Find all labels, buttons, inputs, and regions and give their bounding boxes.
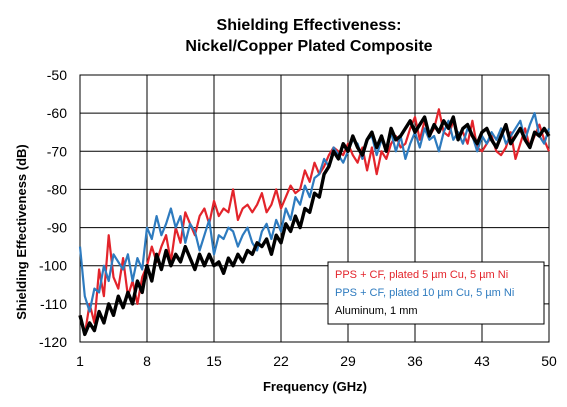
x-tick-label: 43 [474,353,490,369]
x-tick-label: 36 [407,353,423,369]
plot-area-frame [79,74,550,343]
legend-entry-aluminum: Aluminum, 1 mm [335,305,418,317]
series-line-aluminum [78,115,551,337]
x-axis-tick-labels: 1 8 15 22 29 36 43 50 [76,353,557,369]
x-axis-label: Frequency (GHz) [263,379,367,394]
y-tick-label: -110 [40,296,67,312]
x-tick-label: 29 [340,353,356,369]
legend: PPS + CF, plated 5 µm Cu, 5 µm Ni PPS + … [327,261,545,325]
series-lines [78,108,551,337]
legend-box [327,261,545,325]
x-tick-label: 1 [76,353,84,369]
x-tick-label: 15 [206,353,222,369]
x-tick-label: 22 [273,353,289,369]
y-tick-label: -70 [47,143,67,159]
y-axis-label: Shielding Effectiveness (dB) [14,144,29,320]
y-tick-label: -50 [47,67,67,83]
y-tick-label: -60 [47,105,67,121]
x-tick-label: 8 [143,353,151,369]
y-tick-label: -100 [39,258,67,274]
y-tick-label: -80 [47,181,67,197]
y-tick-label: -120 [39,334,67,350]
x-tick-label: 50 [541,353,557,369]
chart-title-line-1: Shielding Effectiveness: [217,17,402,34]
y-tick-label: -90 [47,220,67,236]
legend-entry-5um: PPS + CF, plated 5 µm Cu, 5 µm Ni [335,269,508,281]
legend-entry-10um: PPS + CF, plated 10 µm Cu, 5 µm Ni [335,287,514,299]
chart-title-line-2: Nickel/Copper Plated Composite [185,38,432,55]
y-axis-tick-labels: -120 -110 -100 -90 -80 -70 -60 -50 [39,67,67,350]
